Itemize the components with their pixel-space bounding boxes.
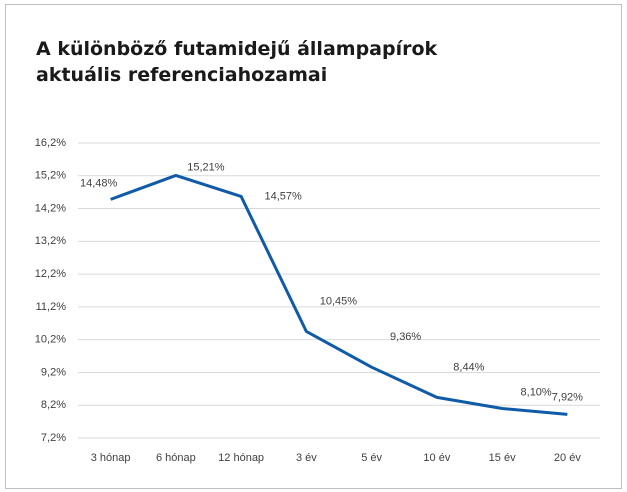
x-tick-label: 20 év <box>554 452 581 464</box>
y-tick-label: 14,2% <box>35 202 66 214</box>
y-tick-label: 8,2% <box>41 399 66 411</box>
x-tick-label: 15 év <box>489 452 516 464</box>
chart-frame <box>5 4 622 489</box>
line-series <box>110 173 568 416</box>
y-tick-label: 16,2% <box>35 137 66 149</box>
y-tick-label: 11,2% <box>36 301 67 313</box>
x-tick-label: 3 hónap <box>91 452 131 464</box>
chart-title: aktuális referenciahozamai <box>36 64 327 86</box>
data-label: 10,45% <box>320 295 358 307</box>
y-tick-label: 9,2% <box>41 366 66 378</box>
data-label: 9,36% <box>390 331 421 343</box>
y-tick-label: 10,2% <box>35 334 66 346</box>
x-tick-label: 6 hónap <box>156 452 196 464</box>
data-label: 8,10% <box>521 386 552 398</box>
data-label: 15,21% <box>187 161 225 173</box>
data-label: 14,48% <box>80 177 118 189</box>
y-tick-label: 15,2% <box>35 170 66 182</box>
x-tick-label: 10 év <box>423 452 450 464</box>
x-tick-label: 5 év <box>361 452 382 464</box>
x-tick-label: 3 év <box>296 452 317 464</box>
y-tick-label: 7,2% <box>41 432 66 444</box>
y-tick-label: 13,2% <box>35 235 66 247</box>
data-label: 14,57% <box>264 190 302 202</box>
y-tick-label: 12,2% <box>35 268 66 280</box>
x-tick-label: 12 hónap <box>218 452 264 464</box>
chart-title: A különböző futamidejű állampapírok <box>36 38 438 60</box>
data-label: 7,92% <box>552 391 583 403</box>
data-label: 8,44% <box>453 361 484 373</box>
